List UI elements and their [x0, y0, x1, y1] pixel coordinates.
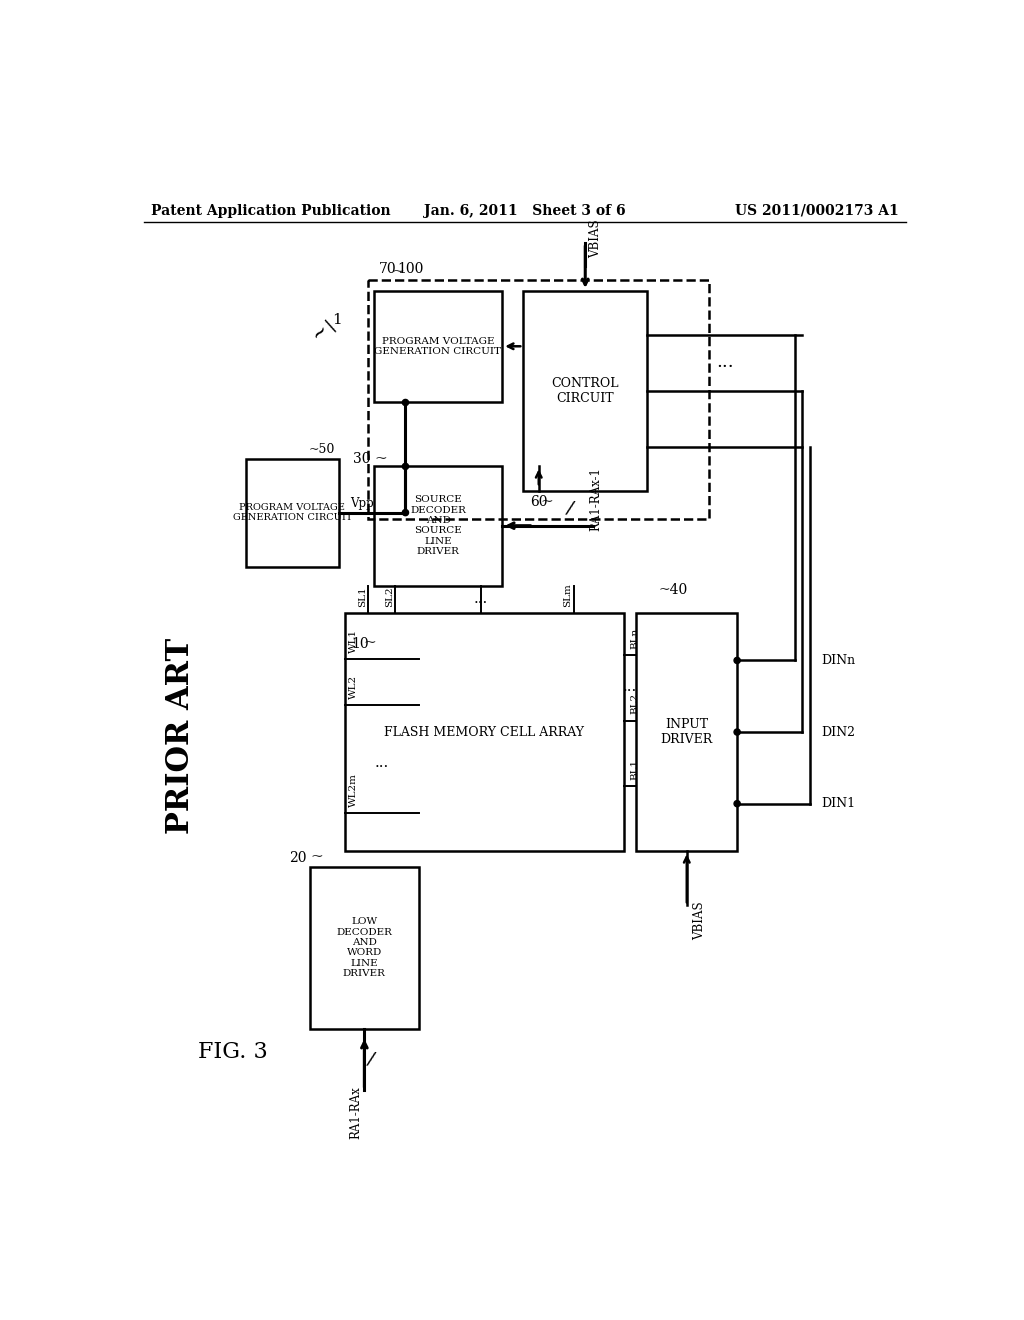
Text: DINn: DINn — [821, 653, 856, 667]
Text: /: / — [323, 319, 341, 334]
Text: DIN2: DIN2 — [821, 726, 856, 739]
Bar — [523, 290, 647, 491]
Text: BL2: BL2 — [630, 693, 639, 714]
Text: PROGRAM VOLTAGE
GENERATION CIRCUIT: PROGRAM VOLTAGE GENERATION CIRCUIT — [375, 337, 502, 356]
Text: BL1: BL1 — [630, 759, 639, 780]
Circle shape — [734, 800, 740, 807]
Text: ~: ~ — [310, 850, 323, 865]
Circle shape — [402, 510, 409, 516]
Text: 20: 20 — [289, 850, 306, 865]
Bar — [375, 290, 503, 403]
Bar — [636, 612, 737, 851]
Text: ...: ... — [473, 591, 487, 606]
Text: WL1: WL1 — [349, 628, 357, 653]
Text: FLASH MEMORY CELL ARRAY: FLASH MEMORY CELL ARRAY — [384, 726, 585, 739]
Text: ~: ~ — [364, 636, 376, 651]
Bar — [310, 867, 419, 1028]
Text: PRIOR ART: PRIOR ART — [165, 638, 197, 834]
Text: Vpp: Vpp — [350, 496, 374, 510]
Text: RA1-RAx: RA1-RAx — [350, 1086, 362, 1139]
Text: VBIAS: VBIAS — [589, 219, 602, 257]
Text: Jan. 6, 2011   Sheet 3 of 6: Jan. 6, 2011 Sheet 3 of 6 — [424, 203, 626, 218]
Bar — [375, 466, 503, 586]
Bar — [246, 459, 339, 566]
Text: WL2: WL2 — [349, 675, 357, 700]
Circle shape — [734, 657, 740, 664]
Text: WL2m: WL2m — [349, 774, 357, 807]
Text: ~: ~ — [540, 495, 553, 508]
Text: ~: ~ — [375, 451, 387, 466]
Text: RA1-RAx-1: RA1-RAx-1 — [589, 467, 602, 531]
Text: ~: ~ — [308, 319, 333, 343]
Text: ~50: ~50 — [308, 444, 335, 455]
Circle shape — [402, 463, 409, 470]
Text: 10: 10 — [351, 636, 370, 651]
Text: PROGRAM VOLTAGE
GENERATION CIRCUIT: PROGRAM VOLTAGE GENERATION CIRCUIT — [232, 503, 352, 523]
Text: ...: ... — [375, 756, 388, 770]
Text: /: / — [365, 1049, 376, 1069]
Circle shape — [734, 729, 740, 735]
Text: /: / — [564, 499, 575, 519]
Text: SL2: SL2 — [385, 586, 394, 607]
Text: ...: ... — [623, 680, 637, 694]
Text: 30: 30 — [353, 451, 371, 466]
Text: 60: 60 — [530, 495, 548, 508]
Text: Patent Application Publication: Patent Application Publication — [152, 203, 391, 218]
Text: 70: 70 — [379, 263, 396, 276]
Text: INPUT
DRIVER: INPUT DRIVER — [660, 718, 713, 746]
Text: SL1: SL1 — [357, 586, 367, 607]
Text: SLm: SLm — [563, 583, 572, 607]
Text: FIG. 3: FIG. 3 — [198, 1040, 267, 1063]
Text: CONTROL
CIRCUIT: CONTROL CIRCUIT — [552, 378, 618, 405]
Text: ...: ... — [716, 354, 733, 371]
Text: ~40: ~40 — [659, 582, 688, 597]
Text: 100: 100 — [397, 263, 424, 276]
Bar — [345, 612, 624, 851]
Circle shape — [402, 400, 409, 405]
Bar — [369, 280, 710, 519]
Text: VBIAS: VBIAS — [693, 902, 706, 940]
Text: LOW
DECODER
AND
WORD
LINE
DRIVER: LOW DECODER AND WORD LINE DRIVER — [337, 917, 392, 978]
Text: SOURCE
DECODER
AND
SOURCE
LINE
DRIVER: SOURCE DECODER AND SOURCE LINE DRIVER — [410, 495, 466, 556]
Text: DIN1: DIN1 — [821, 797, 856, 810]
Text: US 2011/0002173 A1: US 2011/0002173 A1 — [734, 203, 898, 218]
Text: 1: 1 — [333, 313, 342, 327]
Text: ~: ~ — [391, 265, 404, 280]
Text: BLn: BLn — [630, 627, 639, 649]
